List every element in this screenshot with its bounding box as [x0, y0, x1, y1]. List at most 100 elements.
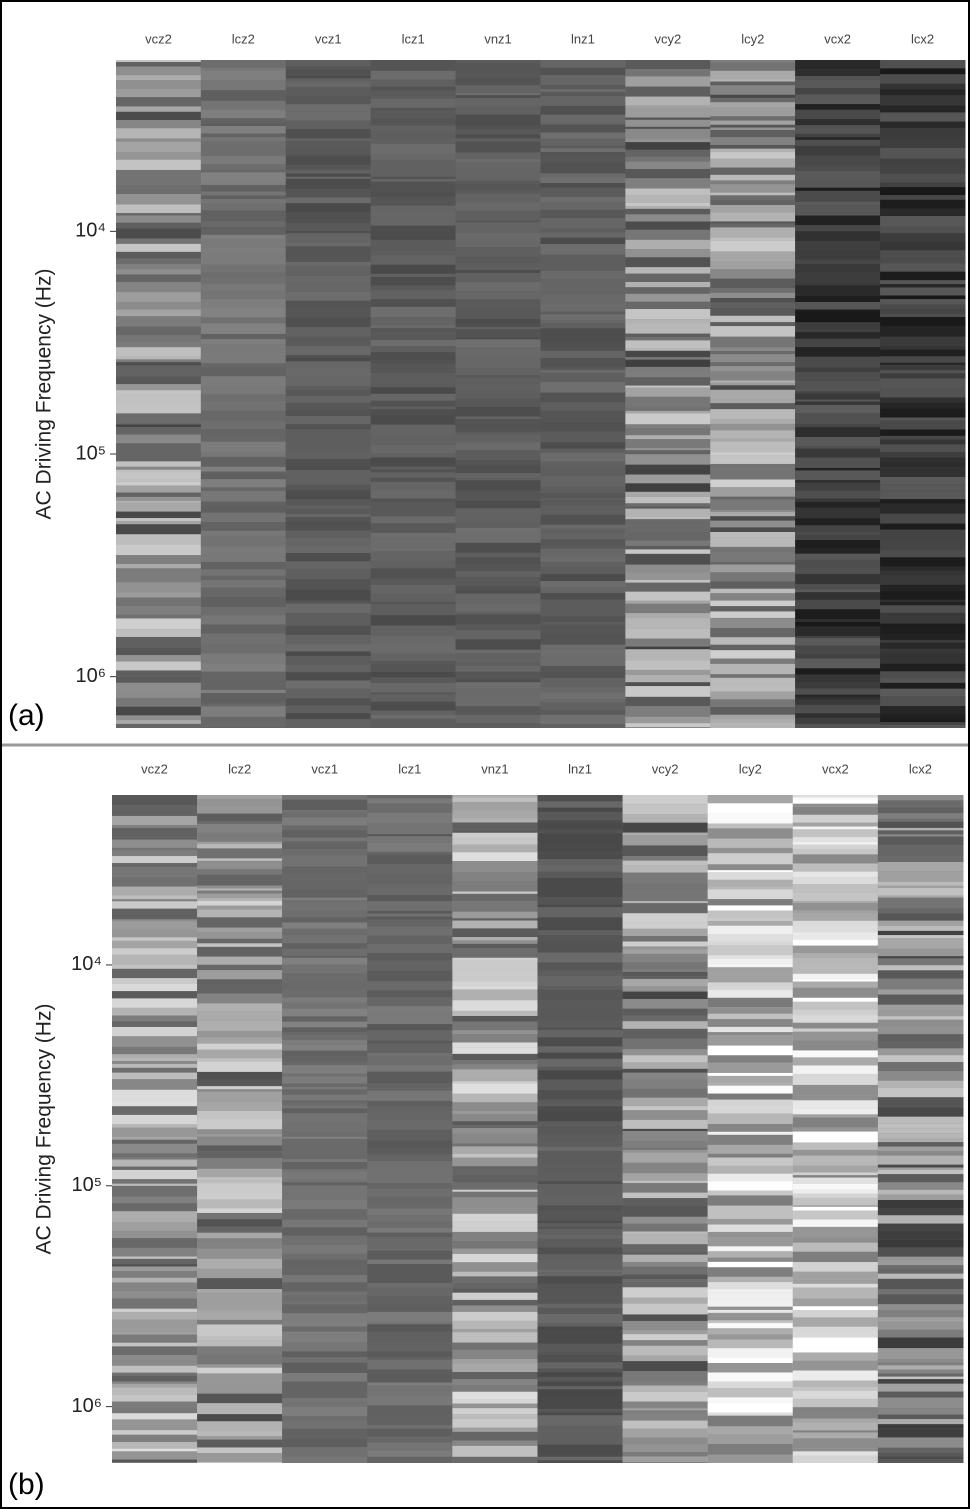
- stripe: [282, 1016, 368, 1022]
- stripe: [200, 123, 287, 127]
- stripe: [116, 715, 202, 721]
- stripe: [197, 860, 283, 870]
- stripe: [112, 1169, 198, 1180]
- stripe: [285, 346, 372, 356]
- stripe: [540, 148, 626, 153]
- stripe: [367, 953, 453, 961]
- stripe: [367, 1183, 453, 1189]
- stripe: [367, 836, 453, 843]
- stripe: [625, 439, 711, 448]
- stripe: [880, 439, 966, 445]
- stripe: [197, 993, 283, 1004]
- stripe: [540, 270, 626, 280]
- stripe: [795, 518, 881, 526]
- stripe: [200, 420, 287, 429]
- stripe: [197, 1232, 283, 1239]
- stripe: [537, 1099, 624, 1104]
- stripe: [455, 318, 541, 325]
- stripe: [625, 117, 711, 120]
- stripe: [537, 917, 624, 928]
- stripe: [537, 820, 624, 824]
- stripe: [282, 1295, 368, 1302]
- stripe: [795, 619, 881, 622]
- stripe: [282, 1331, 368, 1343]
- stripe: [282, 866, 368, 874]
- stripe: [285, 95, 372, 105]
- stripe: [452, 1342, 538, 1350]
- stripe: [367, 851, 453, 855]
- stripe: [707, 1032, 794, 1036]
- stripe: [795, 446, 881, 449]
- stripe: [792, 1422, 879, 1431]
- stripe: [880, 601, 966, 606]
- stripe: [370, 317, 457, 325]
- stripe: [710, 658, 796, 664]
- stripe: [710, 399, 796, 404]
- stripe: [622, 1049, 709, 1056]
- stripe: [537, 801, 624, 808]
- stripe: [452, 1121, 538, 1126]
- stripe: [282, 1105, 368, 1109]
- stripe: [877, 1414, 964, 1420]
- stripe: [707, 1261, 794, 1268]
- y-tick-label: 10⁴: [71, 953, 102, 975]
- stripe: [710, 572, 796, 582]
- stripe: [707, 1444, 794, 1455]
- stripe: [116, 316, 202, 327]
- stripe: [537, 868, 624, 872]
- stripe: [112, 1365, 198, 1373]
- column-image: [622, 795, 709, 1463]
- stripe: [795, 668, 881, 675]
- stripe: [710, 137, 796, 145]
- stripe: [540, 561, 626, 568]
- column-image: [285, 60, 372, 728]
- stripe: [455, 429, 541, 432]
- stripe: [282, 1275, 368, 1283]
- stripe: [877, 807, 964, 814]
- stripe: [792, 797, 879, 800]
- stripe: [707, 1289, 794, 1293]
- stripe: [112, 998, 198, 1008]
- stripe: [282, 922, 368, 929]
- stripe: [792, 932, 879, 940]
- stripe: [880, 570, 966, 576]
- stripe: [707, 1218, 794, 1225]
- stripe: [116, 403, 202, 414]
- stripe: [370, 694, 457, 702]
- stripe: [452, 1021, 538, 1031]
- stripe: [455, 398, 541, 407]
- stripe: [877, 1294, 964, 1305]
- stripe: [282, 1002, 368, 1009]
- stripe: [880, 623, 966, 628]
- stripe: [877, 1016, 964, 1020]
- stripe: [795, 309, 881, 313]
- stripe: [455, 442, 541, 448]
- stripe: [112, 1430, 198, 1435]
- stripe: [197, 1373, 283, 1384]
- stripe: [792, 877, 879, 885]
- stripe: [367, 1428, 453, 1437]
- stripe: [197, 1319, 283, 1325]
- stripe: [197, 890, 283, 894]
- stripe: [880, 313, 966, 318]
- stripe: [537, 1288, 624, 1296]
- stripe: [877, 1200, 964, 1209]
- stripe: [116, 697, 202, 707]
- stripe: [112, 1441, 198, 1449]
- stripe: [537, 1434, 624, 1445]
- stripe: [877, 1215, 964, 1221]
- stripe: [285, 155, 372, 163]
- stripe: [455, 254, 541, 257]
- stripe: [285, 300, 372, 309]
- stripe: [197, 1043, 283, 1050]
- stripe: [370, 710, 457, 716]
- stripe: [452, 1102, 538, 1112]
- stripe: [452, 943, 538, 949]
- stripe: [792, 957, 879, 965]
- stripe: [285, 553, 372, 562]
- stripe: [880, 402, 966, 409]
- stripe: [112, 1153, 198, 1158]
- stripe: [540, 616, 626, 622]
- stripe: [540, 334, 626, 343]
- stripe: [282, 888, 368, 898]
